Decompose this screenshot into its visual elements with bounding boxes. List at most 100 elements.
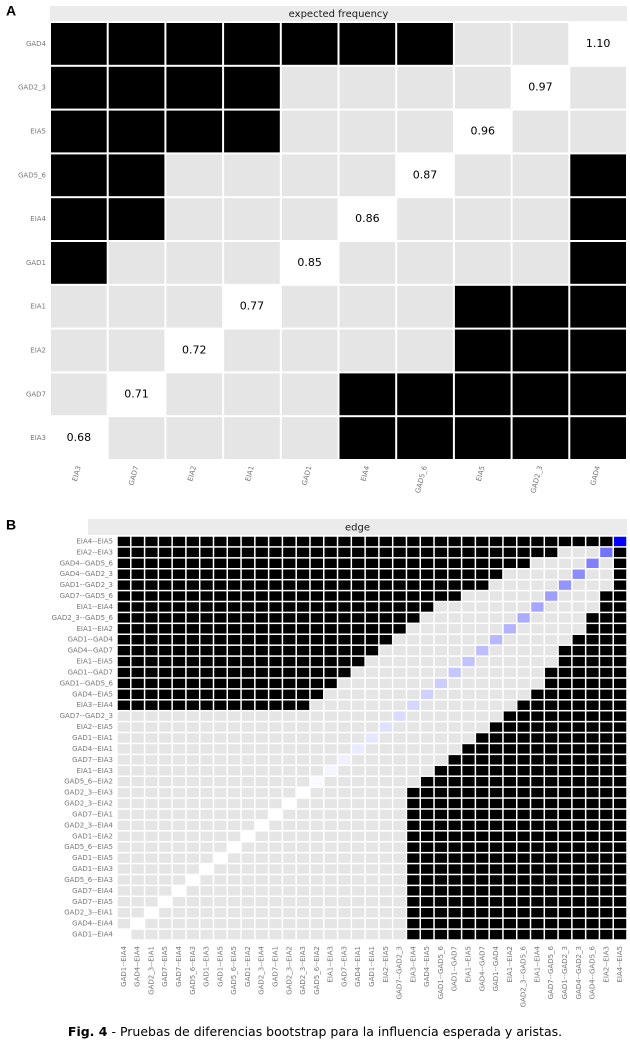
cell: [117, 918, 131, 929]
cell: [117, 558, 131, 569]
cell: [407, 853, 420, 863]
cell: [600, 580, 613, 590]
cell: [283, 842, 296, 852]
cell: [310, 733, 324, 743]
cell: [145, 635, 158, 645]
cell: [448, 656, 461, 667]
cell: [462, 831, 475, 841]
cell: [186, 711, 199, 721]
row-label: GAD1--EIA3: [72, 865, 113, 873]
cell: [558, 853, 572, 863]
cell: [200, 711, 213, 721]
cell: [558, 700, 572, 710]
cell: [379, 831, 392, 841]
column-label: GAD4--EIA4: [134, 945, 142, 986]
cell: [296, 613, 310, 623]
cell: [489, 864, 503, 874]
cell: [393, 875, 406, 885]
cell: [365, 875, 379, 885]
cell: [352, 536, 365, 547]
cell: [586, 711, 599, 721]
cell: [352, 569, 365, 579]
cell: [269, 547, 282, 558]
diagonal-cell: [454, 110, 511, 153]
cell: [131, 635, 144, 645]
cell: [434, 766, 448, 776]
cell: [476, 776, 489, 787]
cell: [117, 678, 131, 689]
cell: [296, 766, 310, 776]
cell: [172, 929, 186, 940]
cell: [131, 580, 144, 590]
cell: [600, 820, 613, 831]
cell: [338, 580, 351, 590]
cell: [407, 569, 420, 579]
cell: [517, 624, 530, 634]
cell: [517, 580, 530, 590]
cell: [339, 285, 396, 328]
column-label: GAD2_3: [529, 465, 544, 494]
cell: [159, 787, 172, 798]
cell: [489, 569, 503, 579]
cell: [462, 624, 475, 634]
cell: [600, 744, 613, 754]
cell: [324, 776, 337, 787]
cell: [352, 656, 365, 667]
cell: [448, 744, 461, 754]
diagonal-cell: [462, 656, 475, 667]
diagonal-cell: [338, 755, 351, 765]
cell: [572, 864, 585, 874]
cell: [503, 667, 516, 678]
cell: [159, 613, 172, 623]
cell: [172, 558, 186, 569]
cell: [462, 907, 475, 918]
cell: [352, 558, 365, 569]
diagonal-cell: [365, 733, 379, 743]
cell: [462, 744, 475, 754]
diagonal-cell: [214, 853, 227, 863]
cell: [572, 809, 585, 820]
cell: [379, 907, 392, 918]
cell: [586, 667, 599, 678]
cell: [200, 831, 213, 841]
cell: [214, 766, 227, 776]
cell: [512, 198, 569, 240]
cell: [186, 689, 199, 700]
cell: [503, 558, 516, 569]
cell: [600, 645, 613, 656]
cell: [200, 667, 213, 678]
cell: [434, 700, 448, 710]
cell: [159, 569, 172, 579]
cell: [462, 689, 475, 700]
cell: [517, 678, 530, 689]
cell: [503, 613, 516, 623]
cell: [489, 798, 503, 809]
cell: [393, 733, 406, 743]
cell: [393, 929, 406, 940]
cell: [145, 613, 158, 623]
cell: [600, 591, 613, 601]
cell: [296, 678, 310, 689]
cell: [476, 918, 489, 929]
cell: [517, 558, 530, 569]
cell: [558, 591, 572, 601]
cell: [310, 766, 324, 776]
cell: [145, 711, 158, 721]
cell: [454, 417, 511, 459]
cell: [131, 776, 144, 787]
column-label: GAD1--EIA1: [368, 946, 376, 987]
cell: [558, 787, 572, 798]
cell: [145, 798, 158, 809]
cell: [159, 755, 172, 765]
cell: [517, 787, 530, 798]
cell: [397, 23, 453, 65]
cell: [338, 798, 351, 809]
cell: [476, 755, 489, 765]
diagonal-cell: [503, 624, 516, 634]
cell: [338, 667, 351, 678]
cell: [200, 929, 213, 940]
cell: [131, 711, 144, 721]
cell: [131, 645, 144, 656]
cell: [255, 711, 268, 721]
cell: [503, 864, 516, 874]
